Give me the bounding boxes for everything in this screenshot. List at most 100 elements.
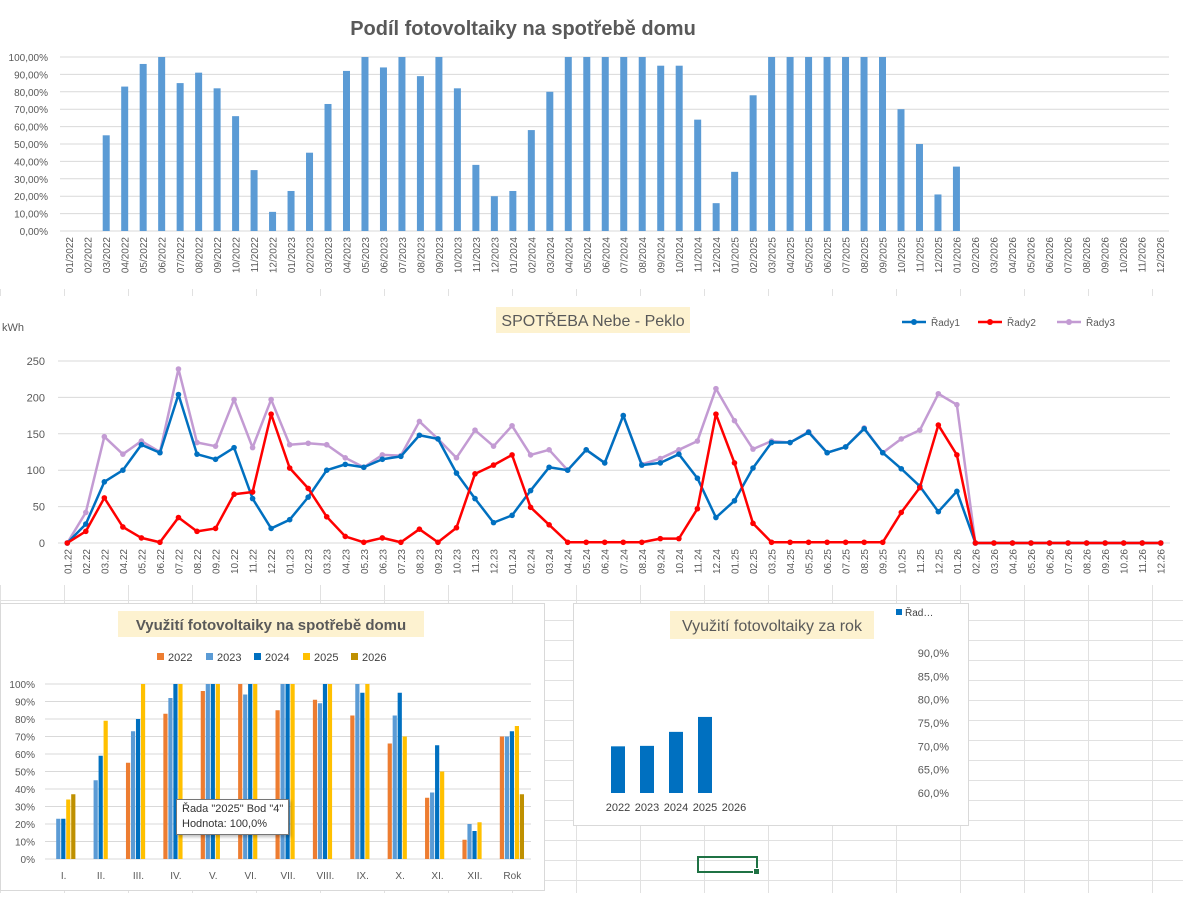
chart2-point [212, 456, 219, 463]
chart2-point [453, 524, 460, 531]
chart1-xtick-label: 05/2023 [361, 237, 372, 274]
chart1-xtick-label: 10/2024 [675, 237, 686, 274]
chart1-xtick-label: 04/2025 [786, 237, 797, 274]
chart3-bar [312, 699, 318, 859]
chart1-xtick-label: 01/2026 [952, 237, 963, 274]
chart1-ytick-label: 40,00% [14, 157, 48, 168]
chart1-bar [731, 171, 739, 231]
chart3-title: Využití fotovoltaiky na spotřebě domu [136, 617, 406, 634]
selected-cell[interactable] [697, 856, 760, 875]
chart2-ytick-label: 0 [39, 538, 45, 550]
chart3-bar [285, 684, 290, 859]
chart2-point [879, 539, 886, 546]
chart2-point [323, 513, 330, 520]
chart1-bar [287, 190, 295, 231]
chart3-bar [125, 762, 131, 859]
chart2-point [416, 432, 423, 439]
chart-tooltip: Řada "2025" Bod "4" Hodnota: 100,0% [176, 799, 290, 835]
chart1-bar [398, 57, 406, 231]
chart2-point [1102, 540, 1108, 546]
chart3-bar [504, 736, 510, 859]
chart1-ytick-label: 10,00% [14, 210, 48, 221]
chart1-bar [139, 63, 147, 232]
chart3-bar [365, 684, 370, 859]
chart3-xtick-label: I. [61, 871, 67, 882]
chart2-point [527, 487, 534, 494]
chart2-point [416, 526, 423, 532]
chart1-xtick-label: 03/2023 [324, 237, 335, 274]
chart3-bar [280, 684, 285, 859]
chart2-xtick-label: 12.23 [490, 549, 501, 574]
chart2-legend-label: Řady2 [1007, 316, 1036, 329]
chart3-legend-swatch [351, 653, 358, 660]
chart2-xtick-label: 01.25 [730, 549, 741, 574]
chart1-bar [213, 88, 221, 231]
chart4-legend-swatch [896, 609, 902, 615]
chart2-title-bg [496, 307, 690, 333]
chart1-xtick-label: 03/2026 [989, 237, 1000, 274]
chart1-bar [324, 103, 332, 231]
chart3-ytick-label: 0% [21, 855, 36, 866]
chart3-bar [472, 831, 477, 859]
chart3-bar [322, 684, 328, 859]
chart2-xtick-label: 12.26 [1157, 549, 1168, 574]
chart2-point [805, 539, 812, 546]
chart4-xtick-label: 2026 [722, 802, 746, 814]
chart2-point [175, 391, 182, 398]
chart1-title: Podíl fotovoltaiky na spotřebě domu [350, 18, 696, 40]
chart1-bar [657, 65, 665, 231]
chart4-title: Využití fotovoltaiky za rok [682, 618, 863, 635]
chart3-legend-swatch [303, 653, 310, 660]
chart2-xtick-label: 10.23 [452, 549, 463, 574]
chart3-ytick-label: 50% [15, 768, 35, 779]
chart2-xtick-label: 09.23 [434, 549, 445, 574]
chart1-xtick-label: 07/2023 [398, 237, 409, 274]
chart2-point [639, 462, 645, 468]
chart1-xtick-label: 08/2023 [416, 237, 427, 274]
chart-fv-usage-yearly[interactable]: Využití fotovoltaiky za rok 60,0% 65,0% 70… [573, 603, 969, 826]
chart-fv-share-monthly[interactable]: Podíl fotovoltaiky na spotřebě domu 0,00… [0, 0, 1183, 289]
chart2-point [657, 535, 664, 542]
chart-consumption-lines[interactable]: SPOTŘEBA Nebe - Peklo kWh 0 50 100 150 200 25… [0, 296, 1183, 585]
chart1-bar [694, 119, 702, 231]
chart2-point [286, 465, 293, 471]
chart2-point [713, 385, 719, 392]
chart3-ytick-label: 60% [15, 750, 35, 761]
chart2-point [1009, 540, 1016, 546]
chart-fv-usage-by-month[interactable]: Využití fotovoltaiky na spotřebě domu 0%… [0, 603, 545, 891]
chart3-bar [205, 684, 210, 859]
chart3-xtick-label: IX. [357, 871, 369, 882]
chart3-legend-swatch [157, 653, 164, 660]
chart2-point [583, 447, 589, 453]
chart4-ytick-label: 60,0% [918, 788, 949, 800]
chart1-xtick-label: 04/2023 [342, 237, 353, 274]
chart2-svg: SPOTŘEBA Nebe - Peklo kWh 0 50 100 150 200 25… [2, 307, 1170, 574]
chart2-point [342, 461, 349, 468]
chart2-point [323, 441, 330, 448]
chart2-ytick-label: 150 [27, 429, 45, 441]
chart1-bar [546, 91, 554, 231]
chart2-point [249, 444, 256, 451]
chart3-bar [387, 743, 392, 859]
chart2-point [453, 470, 460, 476]
chart2-point [509, 452, 515, 458]
chart2-point [731, 417, 738, 424]
chart2-point [435, 539, 441, 546]
chart1-ytick-label: 90,00% [14, 70, 48, 81]
chart2-ytick-label: 100 [27, 465, 45, 477]
chart2-point [194, 528, 200, 535]
chart4-title-bg [670, 611, 874, 639]
chart2-point [490, 462, 497, 468]
chart1-xtick-label: 01/2025 [731, 237, 742, 274]
chart2-point [546, 447, 552, 453]
chart1-xtick-label: 06/2022 [158, 237, 169, 274]
chart1-xtick-label: 08/2022 [195, 237, 206, 274]
chart4-svg: Využití fotovoltaiky za rok 60,0% 65,0% 70… [606, 606, 949, 814]
chart2-point [861, 425, 867, 432]
chart3-bar [392, 715, 397, 859]
chart1-bar [823, 57, 831, 231]
chart3-ytick-label: 90% [15, 698, 35, 709]
chart2-xtick-label: 07.25 [842, 549, 853, 574]
chart2-point [954, 452, 960, 458]
chart2-xtick-label: 08.23 [415, 549, 426, 574]
